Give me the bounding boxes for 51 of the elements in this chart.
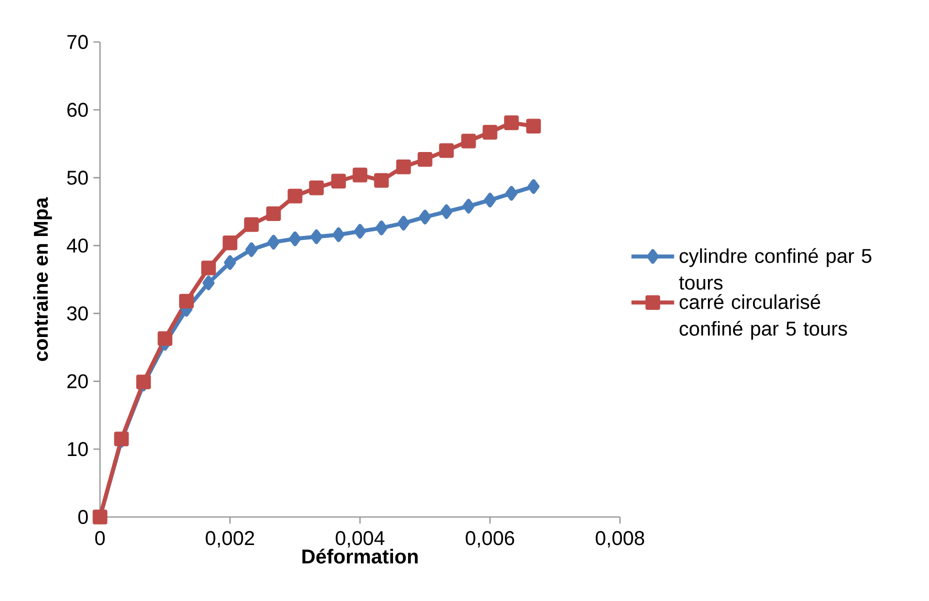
x-tick-label: 0,004 xyxy=(336,531,384,548)
x-tick-label: 0 xyxy=(95,531,105,546)
point xyxy=(224,255,236,270)
point xyxy=(440,204,452,219)
point xyxy=(201,260,216,276)
point xyxy=(526,118,541,134)
point xyxy=(462,198,475,214)
legend-label: cylindre confiné par 5 tours xyxy=(679,248,872,290)
point xyxy=(439,143,454,158)
point xyxy=(309,180,324,196)
point xyxy=(331,174,346,188)
point xyxy=(505,186,518,201)
y-tick-label: 50 xyxy=(67,170,88,185)
point xyxy=(374,173,389,188)
y-tick-label: 30 xyxy=(67,306,88,320)
point xyxy=(158,331,172,346)
point xyxy=(354,224,366,239)
y-tick-label: 70 xyxy=(67,34,88,50)
point xyxy=(528,179,540,194)
point xyxy=(398,216,410,231)
point xyxy=(289,231,301,246)
point xyxy=(268,234,280,250)
point xyxy=(482,124,498,140)
x-tick-label: 0,006 xyxy=(466,531,514,548)
point xyxy=(266,206,281,222)
legend-label: carré circularisé confiné par 5 tours xyxy=(680,294,847,340)
point xyxy=(332,227,345,242)
point xyxy=(504,115,519,130)
point xyxy=(375,220,388,236)
point xyxy=(461,134,476,148)
y-tick-label: 40 xyxy=(66,238,88,253)
y-tick-label: 10 xyxy=(68,442,88,456)
point xyxy=(179,294,194,309)
point xyxy=(244,217,259,232)
point xyxy=(352,168,368,182)
y-tick-label: 60 xyxy=(67,102,88,117)
point xyxy=(418,210,431,224)
x-tick-label: 0,002 xyxy=(206,531,254,548)
y-axis-title: contraine en Mpa xyxy=(33,197,52,361)
point xyxy=(202,276,215,290)
point xyxy=(418,152,432,167)
x-axis-title: Déformation xyxy=(302,548,418,564)
point xyxy=(396,160,411,174)
y-tick-label: 20 xyxy=(67,374,88,388)
point xyxy=(288,188,302,204)
x-tick-label: 0,008 xyxy=(596,531,644,548)
point xyxy=(310,229,322,244)
point xyxy=(222,236,238,250)
point xyxy=(245,242,258,257)
y-tick-label: 0 xyxy=(78,510,88,524)
point xyxy=(484,192,496,208)
